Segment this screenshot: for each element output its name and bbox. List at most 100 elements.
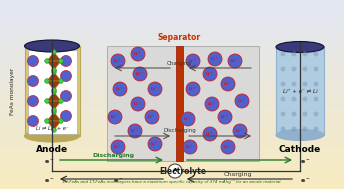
Bar [0, 185, 344, 186]
Circle shape [302, 51, 308, 57]
Text: A: A [173, 169, 178, 174]
Bar [0, 43, 344, 44]
Circle shape [280, 126, 286, 132]
Text: Li$^+$: Li$^+$ [114, 57, 122, 65]
Polygon shape [47, 52, 61, 61]
Bar [0, 111, 344, 112]
Circle shape [111, 54, 125, 68]
Circle shape [113, 82, 127, 96]
Bar [0, 156, 344, 157]
Bar [0, 83, 344, 84]
Ellipse shape [276, 129, 324, 140]
Bar [0, 12, 344, 13]
Bar [0, 130, 344, 131]
Text: Li$^+$: Li$^+$ [136, 70, 144, 78]
Text: Li$^+$: Li$^+$ [235, 127, 245, 135]
Bar [0, 35, 344, 36]
Bar [0, 179, 344, 180]
Bar [0, 164, 344, 165]
Circle shape [291, 126, 297, 132]
Bar [0, 40, 344, 41]
Text: Li$^+$: Li$^+$ [189, 57, 197, 65]
Bar [0, 26, 344, 27]
Bar [0, 170, 344, 171]
Bar [0, 57, 344, 58]
Circle shape [61, 70, 72, 81]
Bar [0, 187, 344, 188]
Bar [0, 27, 344, 28]
Bar [0, 166, 344, 167]
Text: Li$^+$: Li$^+$ [150, 85, 160, 93]
Bar [0, 115, 344, 116]
Text: e$^-$: e$^-$ [44, 177, 54, 185]
Bar [0, 76, 344, 77]
Circle shape [111, 140, 125, 154]
Bar [0, 149, 344, 150]
Text: Li$^+$: Li$^+$ [133, 100, 143, 108]
Text: e$^-$: e$^-$ [300, 158, 310, 166]
Bar [0, 122, 344, 123]
Bar [0, 86, 344, 87]
Circle shape [52, 90, 56, 94]
Bar [0, 1, 344, 2]
Bar [0, 81, 344, 82]
Bar [0, 85, 344, 86]
Bar [0, 13, 344, 14]
Bar [0, 96, 344, 97]
Circle shape [313, 67, 319, 71]
Circle shape [108, 110, 122, 124]
Text: Discharging: Discharging [163, 128, 196, 133]
Bar [0, 160, 344, 161]
Bar [0, 148, 344, 149]
Bar [0, 33, 344, 34]
Bar [0, 29, 344, 30]
Circle shape [148, 82, 162, 96]
Bar [0, 65, 344, 66]
Bar [0, 48, 344, 49]
Circle shape [218, 110, 232, 124]
Bar [0, 117, 344, 118]
Text: Li$^+$: Li$^+$ [189, 85, 197, 93]
Text: Discharging: Discharging [93, 153, 135, 158]
Bar [0, 15, 344, 16]
Bar [0, 90, 344, 91]
Bar [0, 109, 344, 110]
Circle shape [291, 51, 297, 57]
Bar [0, 37, 344, 38]
Bar [0, 32, 344, 33]
Bar [0, 133, 344, 134]
Bar [0, 140, 344, 141]
Bar [0, 79, 344, 80]
Bar [0, 6, 344, 7]
Circle shape [59, 119, 63, 123]
Circle shape [280, 112, 286, 116]
Circle shape [302, 67, 308, 71]
Bar [107, 46, 259, 161]
Bar [0, 128, 344, 129]
Bar [0, 186, 344, 187]
Bar [0, 47, 344, 48]
Bar [0, 188, 344, 189]
Circle shape [133, 67, 147, 81]
Bar [0, 168, 344, 169]
Bar [0, 60, 344, 61]
Bar [0, 159, 344, 160]
Bar [0, 23, 344, 24]
Text: e$^-$: e$^-$ [300, 177, 310, 185]
Circle shape [313, 126, 319, 132]
Text: Li$^+$: Li$^+$ [130, 127, 140, 135]
Text: Li ⇌ Li⁺ + e⁻: Li ⇌ Li⁺ + e⁻ [36, 125, 68, 130]
Bar [0, 163, 344, 164]
Circle shape [280, 97, 286, 101]
Bar [0, 2, 344, 3]
Text: Separator: Separator [158, 33, 201, 42]
Bar [0, 63, 344, 64]
Bar [0, 9, 344, 10]
Bar [0, 146, 344, 147]
Bar [0, 161, 344, 162]
Bar [0, 36, 344, 37]
Bar [0, 135, 344, 136]
Bar [0, 55, 344, 56]
Circle shape [52, 68, 56, 72]
Bar [0, 136, 344, 137]
